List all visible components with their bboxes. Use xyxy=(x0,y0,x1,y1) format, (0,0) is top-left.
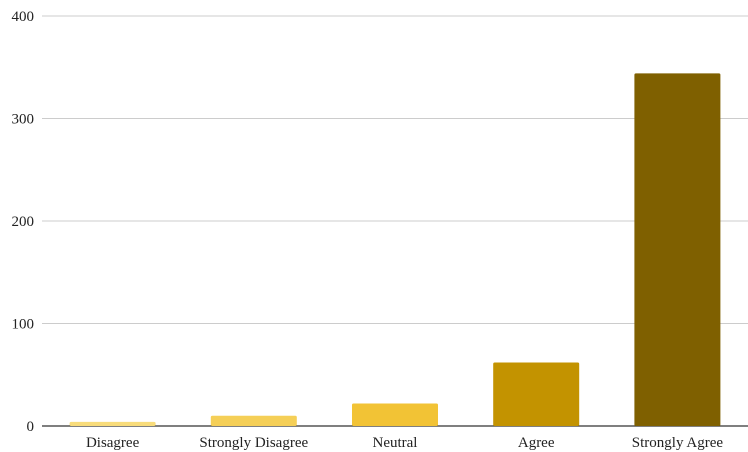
bar-agree xyxy=(493,362,580,426)
bars xyxy=(69,73,721,427)
y-axis-tick-labels: 0 100 200 300 400 xyxy=(12,9,35,435)
bar-neutral xyxy=(352,403,438,426)
x-category-label: Disagree xyxy=(86,435,140,451)
y-tick-label: 0 xyxy=(27,419,35,435)
y-tick-label: 300 xyxy=(12,112,35,128)
y-tick-label: 100 xyxy=(12,317,35,333)
bar-disagree xyxy=(69,421,156,426)
x-axis-category-labels: Disagree Strongly Disagree Neutral Agree Str… xyxy=(86,435,723,451)
x-category-label: Neutral xyxy=(373,435,418,451)
y-tick-label: 200 xyxy=(12,214,35,230)
x-category-label: Strongly Agree xyxy=(632,435,724,451)
bar-strongly-disagree xyxy=(210,415,297,426)
x-category-label: Agree xyxy=(518,435,555,451)
x-category-label: Strongly Disagree xyxy=(199,435,308,451)
bar-strongly-agree xyxy=(634,73,721,427)
y-tick-label: 400 xyxy=(12,9,35,25)
